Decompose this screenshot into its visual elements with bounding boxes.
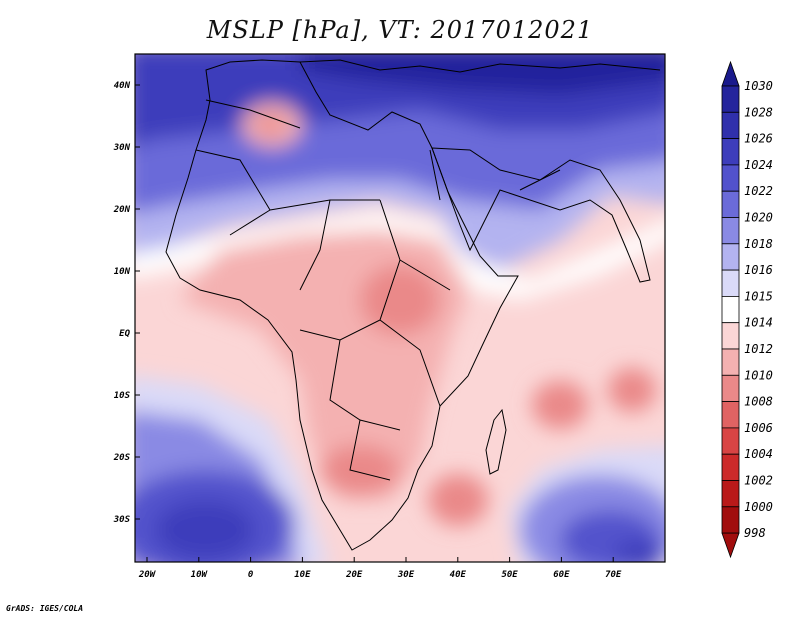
longitude-axis: 20W 10W 0 10E 20E 30E 40E 50E 60E 70E [138, 557, 622, 580]
colorbar-bottom-arrow [721, 532, 740, 559]
lon-tick-label: 10W [191, 570, 209, 580]
colorbar-swatch [721, 190, 740, 218]
colorbar-level-label: 1022 [744, 184, 773, 198]
lat-tick-label: 40N [114, 81, 131, 91]
colorbar-level-label: 1004 [744, 447, 773, 461]
colorbar-swatch [721, 453, 740, 481]
colorbar-swatch [721, 427, 740, 455]
lat-tick-label: 10N [114, 267, 131, 277]
map-title: MSLP [hPa], VT: 2017012021 [206, 16, 594, 44]
lat-tick-label: 20N [113, 205, 131, 215]
colorbar-level-label: 1020 [744, 211, 773, 225]
colorbar-swatch [721, 217, 740, 245]
lat-tick-label: EQ [119, 329, 130, 339]
colorbar-swatch [721, 348, 740, 376]
colorbar-swatch [721, 401, 740, 429]
colorbar-swatch [721, 506, 740, 534]
colorbar-level-label: 1016 [744, 263, 773, 277]
colorbar-swatch [721, 111, 740, 140]
colorbar-level-label: 1000 [744, 500, 773, 514]
colorbar-level-label: 1015 [744, 289, 773, 303]
lon-tick-label: 40E [450, 570, 467, 580]
colorbar-level-label: 1014 [744, 316, 773, 330]
lat-tick-label: 30N [113, 143, 131, 153]
credit-label: GrADS: IGES/COLA [6, 604, 84, 613]
colorbar-swatch [721, 295, 740, 324]
lon-tick-label: 20E [345, 570, 363, 580]
lon-tick-label: 50E [501, 570, 518, 580]
colorbar-level-label: 1018 [744, 237, 773, 251]
lat-tick-label: 10S [114, 391, 131, 401]
pressure-field [135, 54, 665, 562]
colorbar-swatch [721, 164, 740, 192]
colorbar-level-label: 1008 [744, 395, 773, 409]
colorbar-level-label: 1024 [744, 158, 773, 172]
colorbar-level-label: 1026 [744, 132, 773, 146]
colorbar-swatch [721, 85, 740, 113]
colorbar-swatch [721, 374, 740, 402]
colorbar-swatch [721, 243, 740, 271]
colorbar-level-label: 1002 [744, 474, 773, 488]
colorbar-level-label: 1010 [744, 368, 773, 382]
colorbar-level-label: 1028 [744, 105, 773, 119]
colorbar-level-label: 1030 [744, 79, 773, 93]
colorbar-level-label: 1012 [744, 342, 773, 356]
colorbar-swatch [721, 480, 740, 508]
colorbar-level-label: 998 [744, 526, 766, 540]
colorbar-swatch [721, 138, 740, 166]
map-frame [134, 53, 666, 563]
lon-tick-label: 10E [294, 570, 311, 580]
coastlines [165, 59, 661, 551]
colorbar: 1030 1028 1026 1024 1022 1020 1018 1016 1015 1014… [721, 60, 773, 559]
lat-tick-label: 30S [113, 515, 131, 525]
lon-tick-label: 30E [397, 570, 415, 580]
colorbar-swatch [721, 322, 740, 350]
colorbar-level-label: 1006 [744, 421, 773, 435]
lat-tick-label: 20S [113, 453, 131, 463]
lon-tick-label: 20W [138, 570, 157, 580]
lon-tick-label: 0 [248, 570, 254, 580]
latitude-axis: 40N 30N 20N 10N EQ 10S 20S 30S [113, 81, 140, 525]
lon-tick-label: 70E [605, 570, 622, 580]
lon-tick-label: 60E [553, 570, 570, 580]
colorbar-swatch [721, 269, 740, 297]
colorbar-top-arrow [721, 60, 740, 87]
